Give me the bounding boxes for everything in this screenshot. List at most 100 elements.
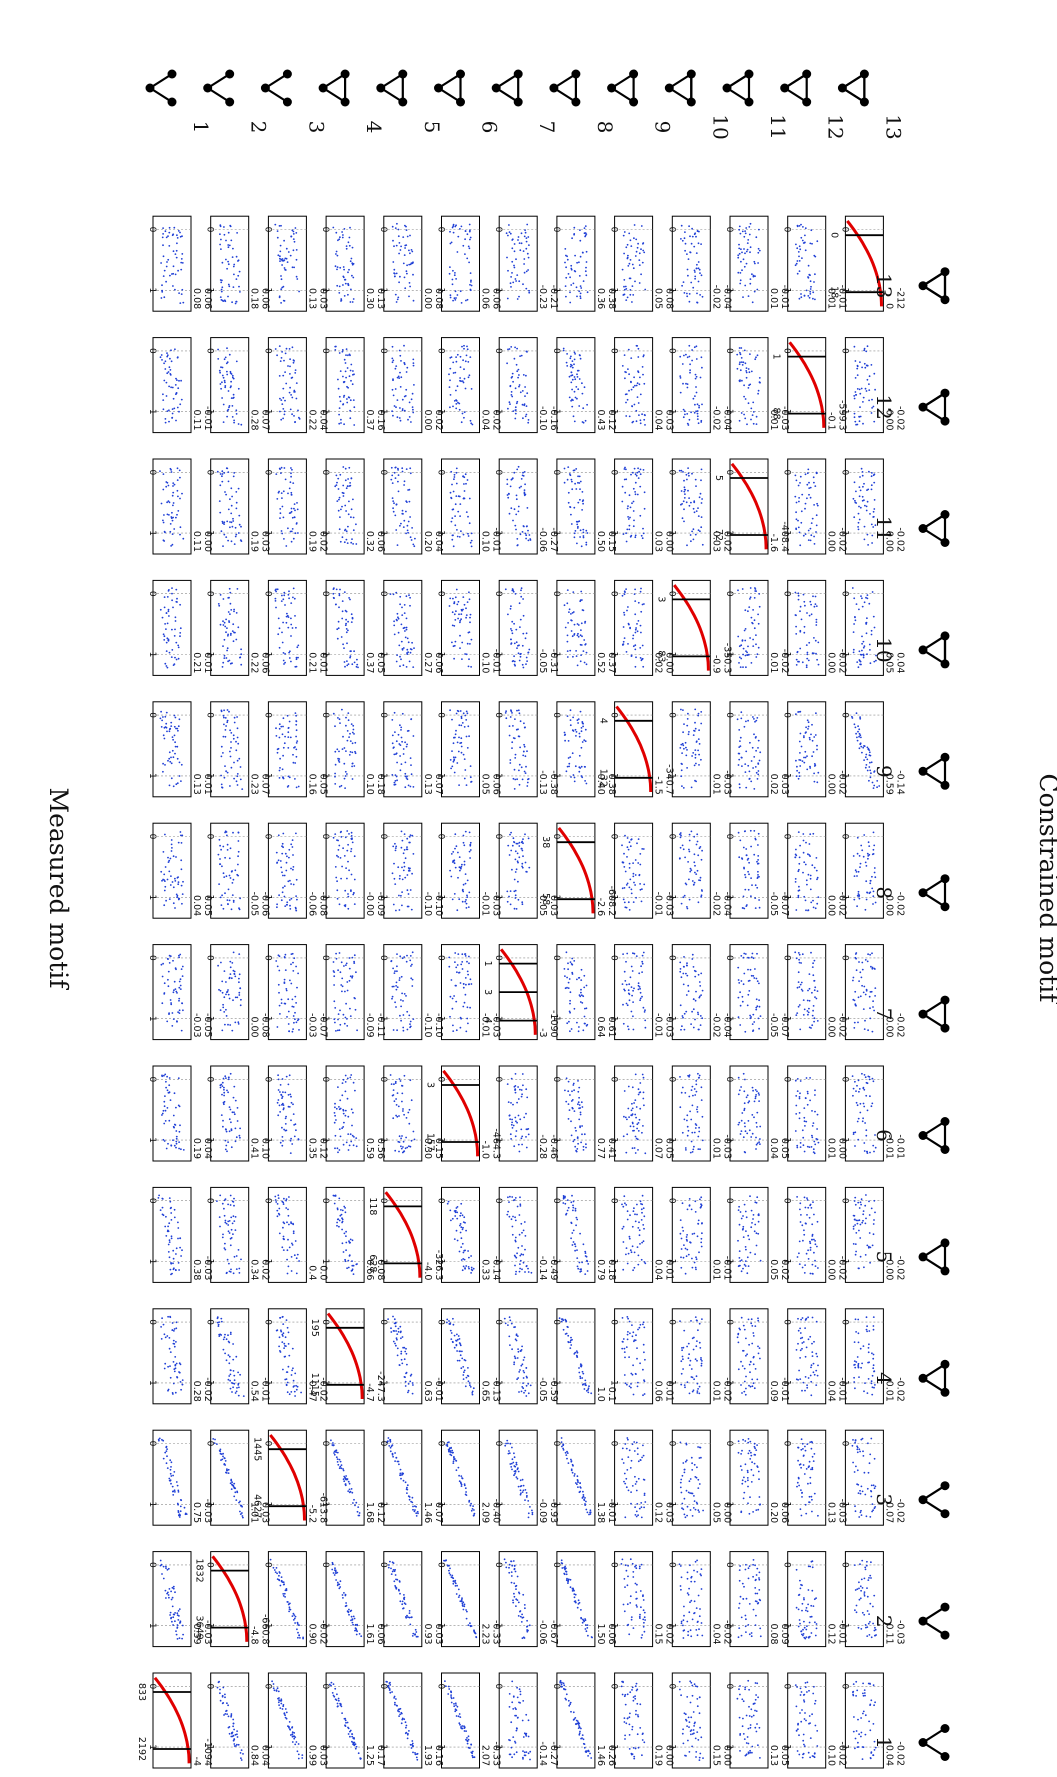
scatter-point [463,1369,466,1372]
scatter-point [402,1146,404,1148]
scatter-point [160,1338,163,1340]
panel-r2-c2 [210,1551,250,1648]
scatter-point [402,1607,405,1609]
scatter-point [282,1704,285,1706]
scatter-point [177,1511,180,1514]
scatter-point [802,1694,805,1696]
scatter-point [689,1359,692,1362]
scatter-point [461,1269,464,1272]
scatter-point [174,1612,177,1614]
scatter-point [294,1011,296,1014]
scatter-point [816,1220,819,1223]
scatter-point [687,1593,690,1596]
scatter-point [457,1588,460,1591]
scatter-point [695,1629,698,1631]
scatter-point [872,1316,875,1318]
scatter-point [229,1333,232,1335]
scatter-point [339,1460,342,1463]
scatter-point [755,1710,758,1712]
scatter-point [853,1027,856,1029]
scatter-point [625,1253,627,1256]
scatter-point [644,1619,646,1621]
scatter-point [856,1084,858,1087]
scatter-point [855,1611,858,1614]
scatter-point [402,1029,405,1032]
scatter-point [178,999,180,1002]
scatter-point [872,1509,874,1512]
scatter-point [747,1679,750,1682]
scatter-point [795,1606,798,1609]
scatter-point [701,1115,704,1118]
scatter-point [459,1481,462,1484]
scatter-point [160,1326,163,1328]
scatter-point [857,1718,859,1721]
scatter-point [231,1483,233,1486]
scatter-point [228,1362,231,1365]
scatter-point [861,968,864,971]
scatter-point [696,1621,699,1623]
scatter-point [173,1343,176,1345]
panel-frame [383,1551,423,1648]
scatter-point [680,1028,682,1031]
scatter-point [460,1475,463,1477]
scatter-point [620,1685,623,1688]
panel-r1-c4 [325,1672,365,1769]
scatter-point [523,1391,525,1394]
scatter-point [873,1740,876,1743]
scatter-point [809,1722,811,1724]
scatter-point [339,1704,342,1706]
scatter-point [283,1712,286,1715]
scatter-point [691,1257,693,1260]
scatter-point [812,1122,815,1124]
scatter-point [696,1571,699,1573]
scatter-point [750,1715,753,1718]
scatter-point [739,1685,741,1687]
scatter-point [742,1215,744,1217]
scatter-point [521,1073,524,1075]
scatter-point [567,1118,570,1120]
scatter-point [234,1099,237,1102]
scatter-point [682,1637,685,1639]
scatter-point [632,952,634,955]
scatter-point [232,951,235,954]
scatter-point [518,1270,521,1273]
scatter-point [584,1624,587,1626]
scatter-point [585,1389,588,1392]
scatter-point [631,1725,634,1728]
scatter-point [865,1626,867,1629]
scatter-point [802,1014,805,1016]
scatter-point [512,1599,514,1602]
scatter-point [801,1266,804,1269]
scatter-point [581,1496,584,1499]
scatter-point [692,1348,695,1351]
scatter-point [354,1504,356,1507]
scatter-point [801,1389,803,1392]
scatter-point [233,1220,236,1222]
scatter-point [679,1565,682,1567]
scatter-point [869,1703,872,1706]
scatter-point [521,1478,524,1481]
scatter-point [741,1112,744,1114]
panel-r1-c12 [787,1672,827,1769]
scatter-point [742,1733,745,1735]
scatter-point [162,1214,165,1217]
scatter-point [285,1384,288,1387]
scatter-point [409,955,412,957]
scatter-point [584,1618,586,1620]
scatter-point [564,1565,566,1568]
scatter-point [347,1149,350,1151]
panel-frame [556,944,596,1041]
scatter-point [514,1338,517,1341]
scatter-point [695,1476,698,1479]
scatter-point [869,1453,872,1456]
scatter-point [235,1499,238,1501]
scatter-point [221,1702,224,1705]
scatter-point [811,1134,813,1137]
scatter-point [634,1695,636,1697]
scatter-point [689,1151,692,1154]
scatter-point [796,1078,799,1080]
scatter-point [230,1478,233,1481]
scatter-point [815,1369,818,1372]
scatter-point [229,1379,232,1382]
scatter-point [231,1111,234,1114]
